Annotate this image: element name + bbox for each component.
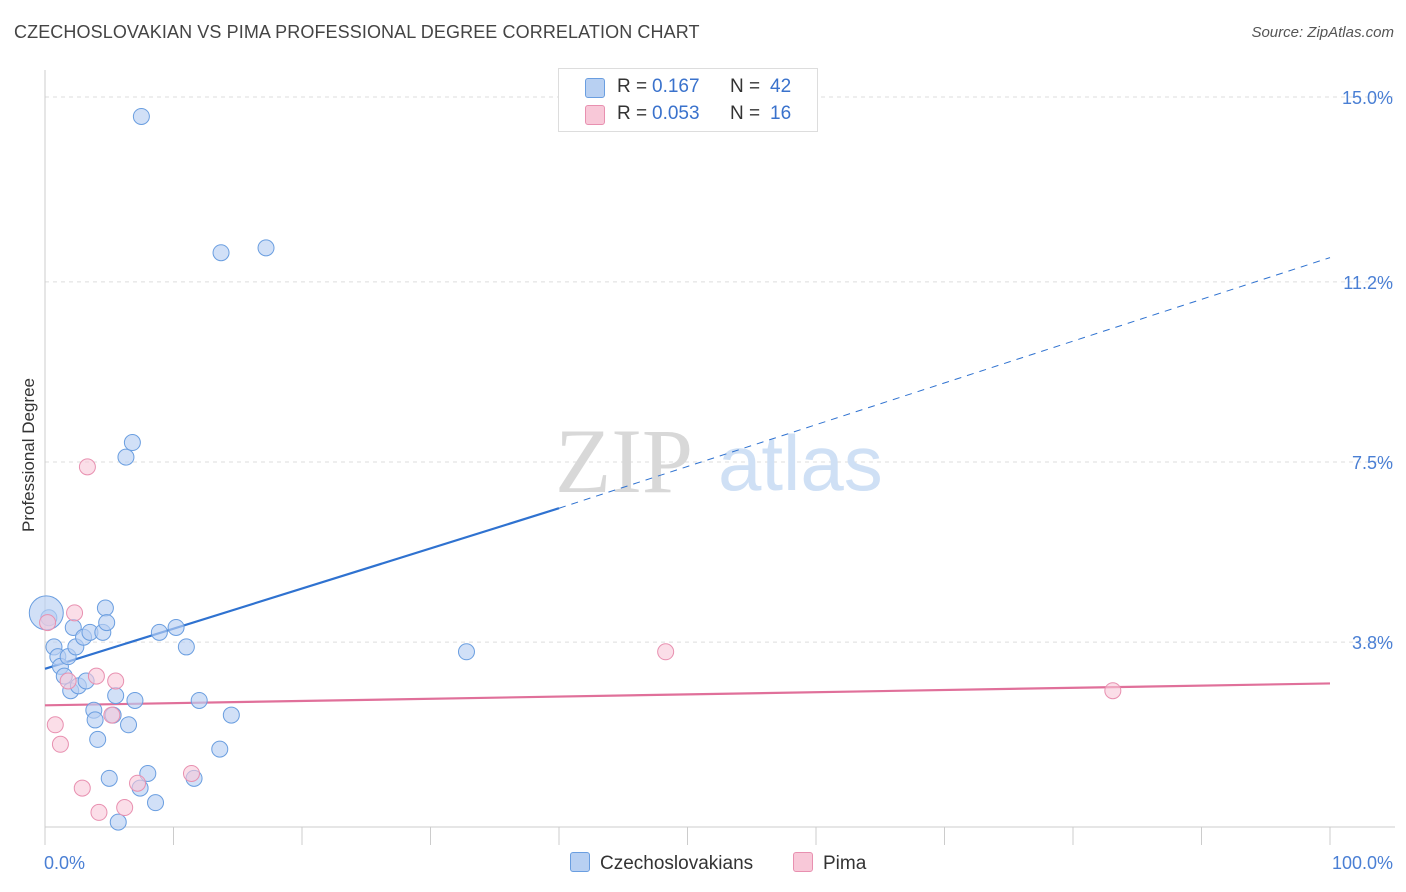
point-czechoslovakians bbox=[212, 244, 230, 262]
point-czechoslovakians bbox=[457, 643, 475, 661]
point-czechoslovakians bbox=[100, 769, 118, 787]
point-pima bbox=[116, 799, 134, 817]
point-pima bbox=[107, 672, 125, 690]
legend: R = 0.167 N = 42 R = 0.053 N = 16 bbox=[558, 68, 818, 132]
point-czechoslovakians bbox=[222, 706, 240, 724]
point-pima bbox=[103, 706, 121, 724]
point-czechoslovakians bbox=[89, 730, 107, 748]
bottom-legend-pima: Pima bbox=[793, 852, 866, 875]
y-tick-label: 3.8% bbox=[1352, 633, 1393, 653]
y-tick-label: 7.5% bbox=[1352, 453, 1393, 473]
watermark: ZIP atlas bbox=[555, 410, 883, 512]
axes bbox=[44, 70, 1395, 845]
point-pima bbox=[129, 774, 147, 792]
point-czechoslovakians bbox=[86, 711, 104, 729]
point-pima bbox=[39, 614, 57, 632]
point-czechoslovakians bbox=[177, 638, 195, 656]
legend-swatch-pink bbox=[585, 105, 605, 125]
point-czechoslovakians bbox=[139, 764, 157, 782]
y-axis-label: Professional Degree bbox=[19, 378, 38, 532]
point-pima bbox=[90, 803, 108, 821]
legend-r-value: 0.053 bbox=[652, 103, 700, 124]
point-czechoslovakians bbox=[96, 599, 114, 617]
point-czechoslovakians bbox=[126, 691, 144, 709]
bottom-legend-swatch-pink bbox=[793, 852, 813, 872]
point-pima bbox=[73, 779, 91, 797]
point-pima bbox=[66, 604, 84, 622]
point-czechoslovakians bbox=[117, 448, 135, 466]
legend-r-label: R = bbox=[617, 103, 648, 124]
legend-n-label: N = bbox=[730, 76, 761, 97]
x-tick-label: 0.0% bbox=[44, 853, 85, 873]
point-pima bbox=[51, 735, 69, 753]
point-czechoslovakians bbox=[123, 434, 141, 452]
point-czechoslovakians bbox=[132, 107, 150, 125]
trend-line-czechoslovakians bbox=[44, 507, 560, 670]
point-czechoslovakians bbox=[98, 614, 116, 632]
point-czechoslovakians bbox=[147, 794, 165, 812]
point-czechoslovakians bbox=[211, 740, 229, 758]
legend-r-label: R = bbox=[617, 76, 648, 97]
point-czechoslovakians bbox=[120, 716, 138, 734]
legend-n-value: 42 bbox=[770, 76, 792, 97]
point-czechoslovakians bbox=[167, 618, 185, 636]
point-pima bbox=[78, 458, 96, 476]
trend-line-czechoslovakians-dashed bbox=[558, 257, 1331, 509]
gridlines bbox=[45, 96, 1395, 643]
point-pima bbox=[46, 716, 64, 734]
trend-line-pima bbox=[44, 682, 1331, 707]
watermark-atlas: atlas bbox=[718, 419, 883, 507]
legend-n-label: N = bbox=[730, 103, 761, 124]
point-pima bbox=[1104, 682, 1122, 700]
point-pima bbox=[182, 764, 200, 782]
source-label: Source: ZipAtlas.com bbox=[1251, 24, 1394, 41]
bottom-legend-swatch-blue bbox=[570, 852, 590, 872]
chart-title: CZECHOSLOVAKIAN VS PIMA PROFESSIONAL DEG… bbox=[14, 22, 700, 42]
point-czechoslovakians bbox=[107, 687, 125, 705]
x-tick-label: 100.0% bbox=[1332, 853, 1393, 873]
bottom-legend-label-pima: Pima bbox=[823, 853, 867, 874]
bottom-legend-label-czechoslovakians: Czechoslovakians bbox=[600, 853, 754, 874]
point-pima bbox=[657, 643, 675, 661]
point-pima bbox=[87, 667, 105, 685]
watermark-zip: ZIP bbox=[555, 410, 693, 512]
point-czechoslovakians bbox=[109, 813, 127, 831]
legend-n-value: 16 bbox=[770, 103, 792, 124]
point-czechoslovakians bbox=[190, 691, 208, 709]
point-czechoslovakians bbox=[150, 623, 168, 641]
point-czechoslovakians bbox=[257, 239, 275, 257]
legend-swatch-blue bbox=[585, 78, 605, 98]
tick-labels: 3.8% 7.5% 11.2% 15.0% 0.0% 100.0% bbox=[44, 88, 1393, 873]
bottom-legend-czechoslovakians: Czechoslovakians bbox=[570, 852, 753, 875]
y-tick-label: 11.2% bbox=[1343, 273, 1393, 293]
legend-r-value: 0.167 bbox=[652, 76, 700, 97]
point-pima bbox=[59, 672, 77, 690]
data-points bbox=[28, 107, 1122, 831]
y-tick-label: 15.0% bbox=[1342, 88, 1393, 108]
